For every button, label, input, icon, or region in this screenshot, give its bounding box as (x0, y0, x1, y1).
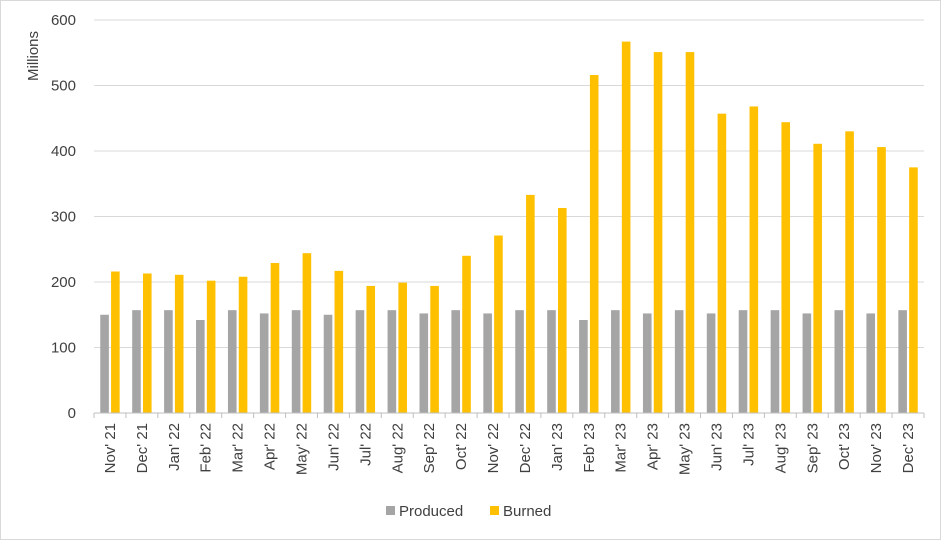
x-tick-label: Dec' 22 (517, 423, 534, 473)
bar-burned-4 (238, 276, 248, 413)
bar-produced-5 (259, 313, 269, 413)
y-tick-label: 0 (68, 405, 76, 422)
legend-swatch-produced (386, 506, 395, 515)
bar-burned-5 (270, 263, 280, 413)
x-tick-label: Apr' 23 (645, 423, 662, 470)
bars (100, 41, 918, 414)
bar-produced-23 (834, 310, 844, 413)
x-tick-label: Oct' 22 (453, 423, 470, 470)
bar-produced-22 (802, 313, 812, 413)
x-tick-label: May' 22 (294, 423, 311, 475)
bar-produced-25 (898, 310, 907, 413)
bar-produced-21 (770, 310, 780, 413)
x-tick-label: Jul' 23 (740, 423, 757, 466)
x-tick-label: Mar' 23 (613, 423, 630, 473)
bar-produced-10 (419, 313, 429, 413)
x-tick-label: Sep' 23 (804, 423, 821, 473)
bar-burned-10 (430, 285, 439, 413)
x-tick-label: Jan' 22 (166, 423, 183, 471)
bar-produced-6 (291, 310, 301, 413)
legend-label-produced: Produced (399, 503, 463, 520)
bar-produced-13 (515, 310, 524, 413)
x-tick-label: Feb' 23 (581, 423, 598, 473)
x-tick-label: Nov' 21 (102, 423, 119, 473)
bar-produced-7 (323, 314, 333, 413)
bar-produced-12 (483, 313, 492, 413)
bar-produced-19 (706, 313, 716, 413)
y-tick-label: 100 (51, 340, 76, 357)
bar-burned-21 (781, 122, 791, 414)
bar-burned-7 (334, 270, 344, 413)
bar-produced-0 (100, 314, 109, 413)
legend-label-burned: Burned (503, 503, 551, 520)
bar-burned-6 (302, 253, 312, 413)
x-tick-label: Dec' 23 (900, 423, 917, 473)
bar-produced-4 (227, 310, 237, 413)
bar-produced-3 (196, 319, 205, 413)
x-tick-label: Nov' 22 (485, 423, 502, 473)
bar-burned-25 (909, 167, 918, 413)
bar-burned-23 (845, 131, 854, 413)
x-tick-label: Aug' 23 (772, 423, 789, 473)
bar-burned-24 (877, 147, 886, 413)
bar-produced-8 (355, 310, 365, 413)
x-tick-label: Jul' 22 (357, 423, 374, 466)
bar-burned-9 (398, 282, 407, 413)
bar-produced-2 (164, 310, 173, 413)
y-tick-label: 500 (51, 78, 76, 95)
x-tick-label: Dec' 21 (134, 423, 151, 473)
y-tick-label: 200 (51, 274, 76, 291)
bar-produced-1 (132, 310, 141, 413)
bar-burned-17 (653, 52, 663, 413)
x-tick-label: Jun' 23 (709, 423, 726, 471)
bar-burned-0 (111, 271, 120, 413)
y-tick-label: 400 (51, 143, 76, 160)
bar-burned-8 (366, 285, 376, 413)
bar-burned-1 (142, 273, 152, 413)
bar-burned-19 (717, 113, 727, 413)
x-tick-label: Jan' 23 (549, 423, 566, 471)
bar-burned-14 (557, 207, 567, 413)
bar-produced-18 (674, 310, 684, 413)
bar-produced-15 (579, 319, 588, 413)
x-tick-label: Nov' 23 (868, 423, 885, 473)
x-tick-label: Oct' 23 (836, 423, 853, 470)
bar-burned-15 (589, 75, 599, 414)
bar-produced-16 (611, 310, 620, 413)
bar-produced-17 (642, 313, 652, 413)
y-axis-title: Millions (25, 31, 42, 81)
bar-burned-16 (621, 41, 631, 414)
bar-burned-12 (494, 235, 503, 413)
bar-produced-20 (738, 310, 748, 413)
bar-burned-2 (174, 274, 184, 413)
x-tick-label: Aug' 22 (389, 423, 406, 473)
legend-swatch-burned (490, 506, 499, 515)
gridlines (94, 19, 924, 348)
x-tick-label: Apr' 22 (262, 423, 279, 470)
legend: Produced Burned (386, 503, 551, 520)
bar-burned-3 (206, 280, 216, 413)
bar-produced-24 (866, 313, 876, 413)
bar-burned-22 (813, 143, 822, 414)
bar-produced-11 (451, 310, 461, 413)
bar-burned-18 (685, 52, 695, 413)
x-tick-label: Mar' 22 (230, 423, 247, 473)
y-tick-label: 600 (51, 12, 76, 29)
y-tick-label: 300 (51, 209, 76, 226)
x-tick-label: Jun' 22 (325, 423, 342, 471)
bar-produced-9 (387, 310, 397, 413)
bar-burned-13 (526, 194, 535, 413)
bar-produced-14 (547, 310, 556, 413)
bar-burned-11 (462, 255, 471, 413)
x-tick-label: Sep' 22 (421, 423, 438, 473)
bar-burned-20 (749, 106, 759, 414)
x-tick-label: May' 23 (677, 423, 694, 475)
axes: 0 100 200 300 400 500 600 Nov' 21 Dec' 21 Jan' 22… (51, 12, 925, 475)
x-tick-label: Feb' 22 (198, 423, 215, 473)
